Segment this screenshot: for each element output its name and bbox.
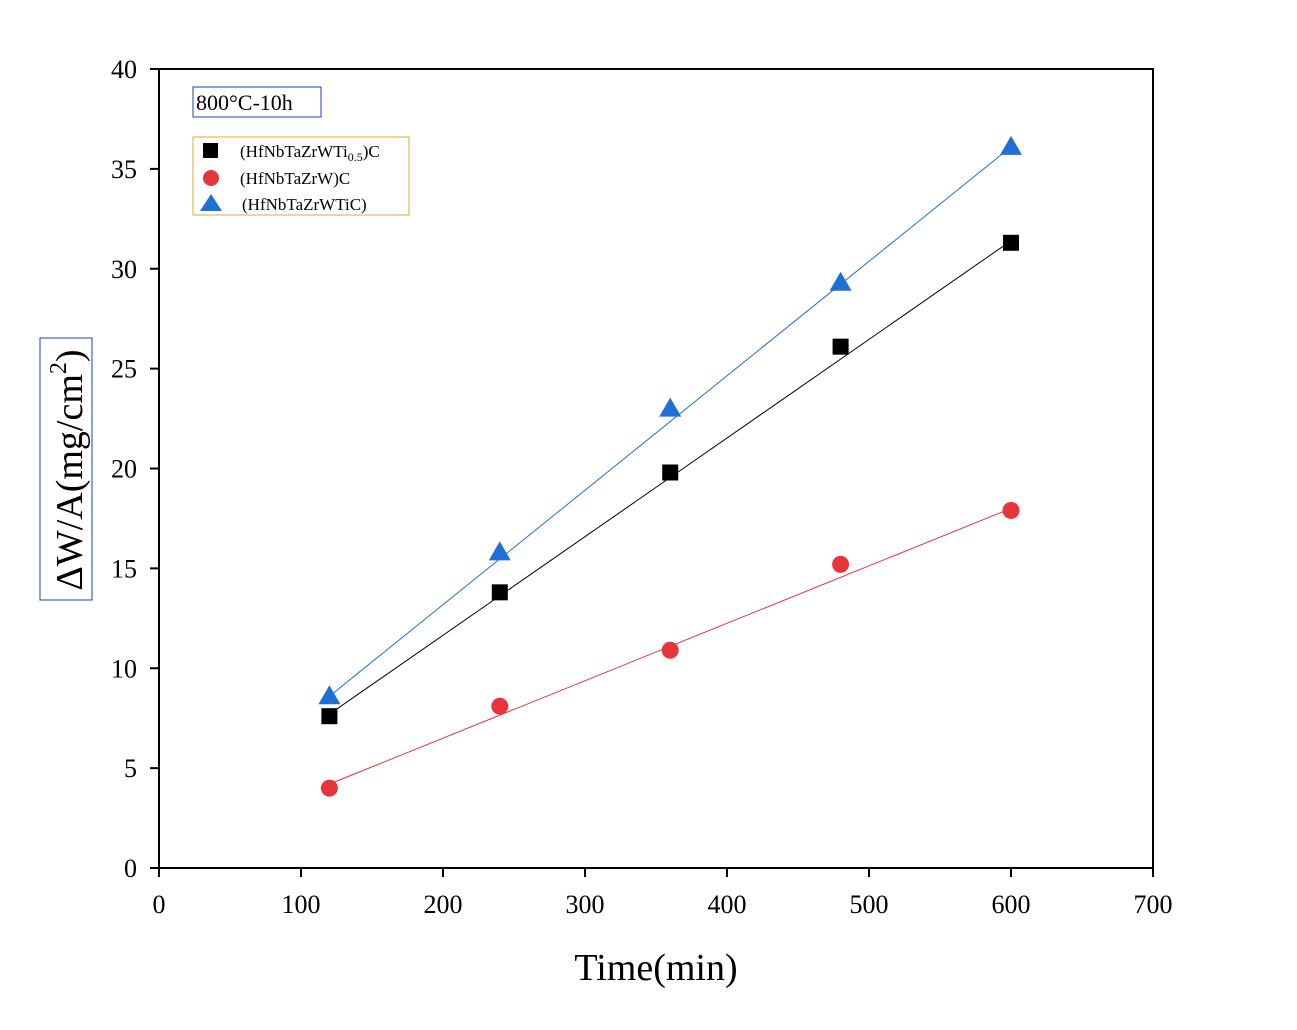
legend-marker-circle <box>203 170 219 186</box>
x-tick-label: 0 <box>153 890 166 919</box>
data-point-circle <box>1002 501 1020 519</box>
y-tick-label: 0 <box>124 854 137 883</box>
data-point-triangle <box>318 685 341 705</box>
data-point-square <box>662 464 679 481</box>
legend-marker-square <box>203 143 218 158</box>
data-point-circle <box>320 779 338 797</box>
y-tick-label: 25 <box>111 355 137 384</box>
legend-label-1-tail: )C <box>363 142 380 161</box>
data-point-triangle <box>1000 135 1022 155</box>
y-tick-label: 5 <box>124 754 137 783</box>
annotation-frame <box>192 86 322 118</box>
data-point-triangle <box>829 271 852 291</box>
y-axis-title: ΔW/A(mg/cm2) <box>46 349 91 590</box>
x-tick-label: 300 <box>566 890 605 919</box>
legend-frame <box>192 136 410 216</box>
x-tick-label: 100 <box>282 890 321 919</box>
x-tick-label: 500 <box>850 890 889 919</box>
x-tick-label: 700 <box>1134 890 1173 919</box>
data-point-triangle <box>659 397 682 417</box>
y-tick-label: 10 <box>111 654 137 683</box>
y-axis-title-close: ) <box>49 349 91 362</box>
x-axis-title: Time(min) <box>574 947 737 989</box>
legend-label-1: (HfNbTaZrWTi0.5)C <box>240 142 380 164</box>
y-axis-title-group: ΔW/A(mg/cm2) <box>39 337 93 601</box>
data-point-square <box>491 584 508 601</box>
data-markers <box>318 135 1022 797</box>
x-tick-label: 400 <box>708 890 747 919</box>
legend-label-1-sub: 0.5 <box>348 150 363 164</box>
y-axis-title-frame <box>39 337 93 601</box>
data-point-triangle <box>488 541 511 561</box>
plot-frame <box>158 68 1154 869</box>
fit-line <box>329 146 1012 697</box>
data-point-circle <box>832 555 850 573</box>
x-tick-label: 200 <box>424 890 463 919</box>
x-tick-label: 600 <box>992 890 1031 919</box>
legend-label-3: (HfNbTaZrWTiC) <box>242 195 367 214</box>
data-point-square <box>832 338 849 355</box>
axis-ticks: 0 100 200 300 400 500 600 700 0 5 10 15 20 25 30 35 40 <box>111 55 1173 919</box>
annotation-label: 800°C-10h <box>196 90 293 115</box>
legend-label-1-main: (HfNbTaZrWTi <box>240 142 348 161</box>
legend-marker-triangle <box>200 194 222 211</box>
y-tick-label: 20 <box>111 455 137 484</box>
data-point-circle <box>661 641 679 659</box>
data-point-square <box>1003 234 1019 251</box>
legend-label-2: (HfNbTaZrW)C <box>240 169 350 188</box>
data-point-circle <box>491 697 509 715</box>
data-point-square <box>321 708 338 725</box>
legend: (HfNbTaZrWTi0.5)C (HfNbTaZrW)C (HfNbTaZr… <box>192 136 410 216</box>
y-tick-label: 35 <box>111 155 137 184</box>
y-tick-label: 15 <box>111 554 137 583</box>
y-axis-title-sup: 2 <box>46 362 72 374</box>
y-tick-label: 40 <box>111 55 137 84</box>
y-axis-title-main: ΔW/A(mg/cm <box>49 374 91 591</box>
y-tick-label: 30 <box>111 255 137 284</box>
